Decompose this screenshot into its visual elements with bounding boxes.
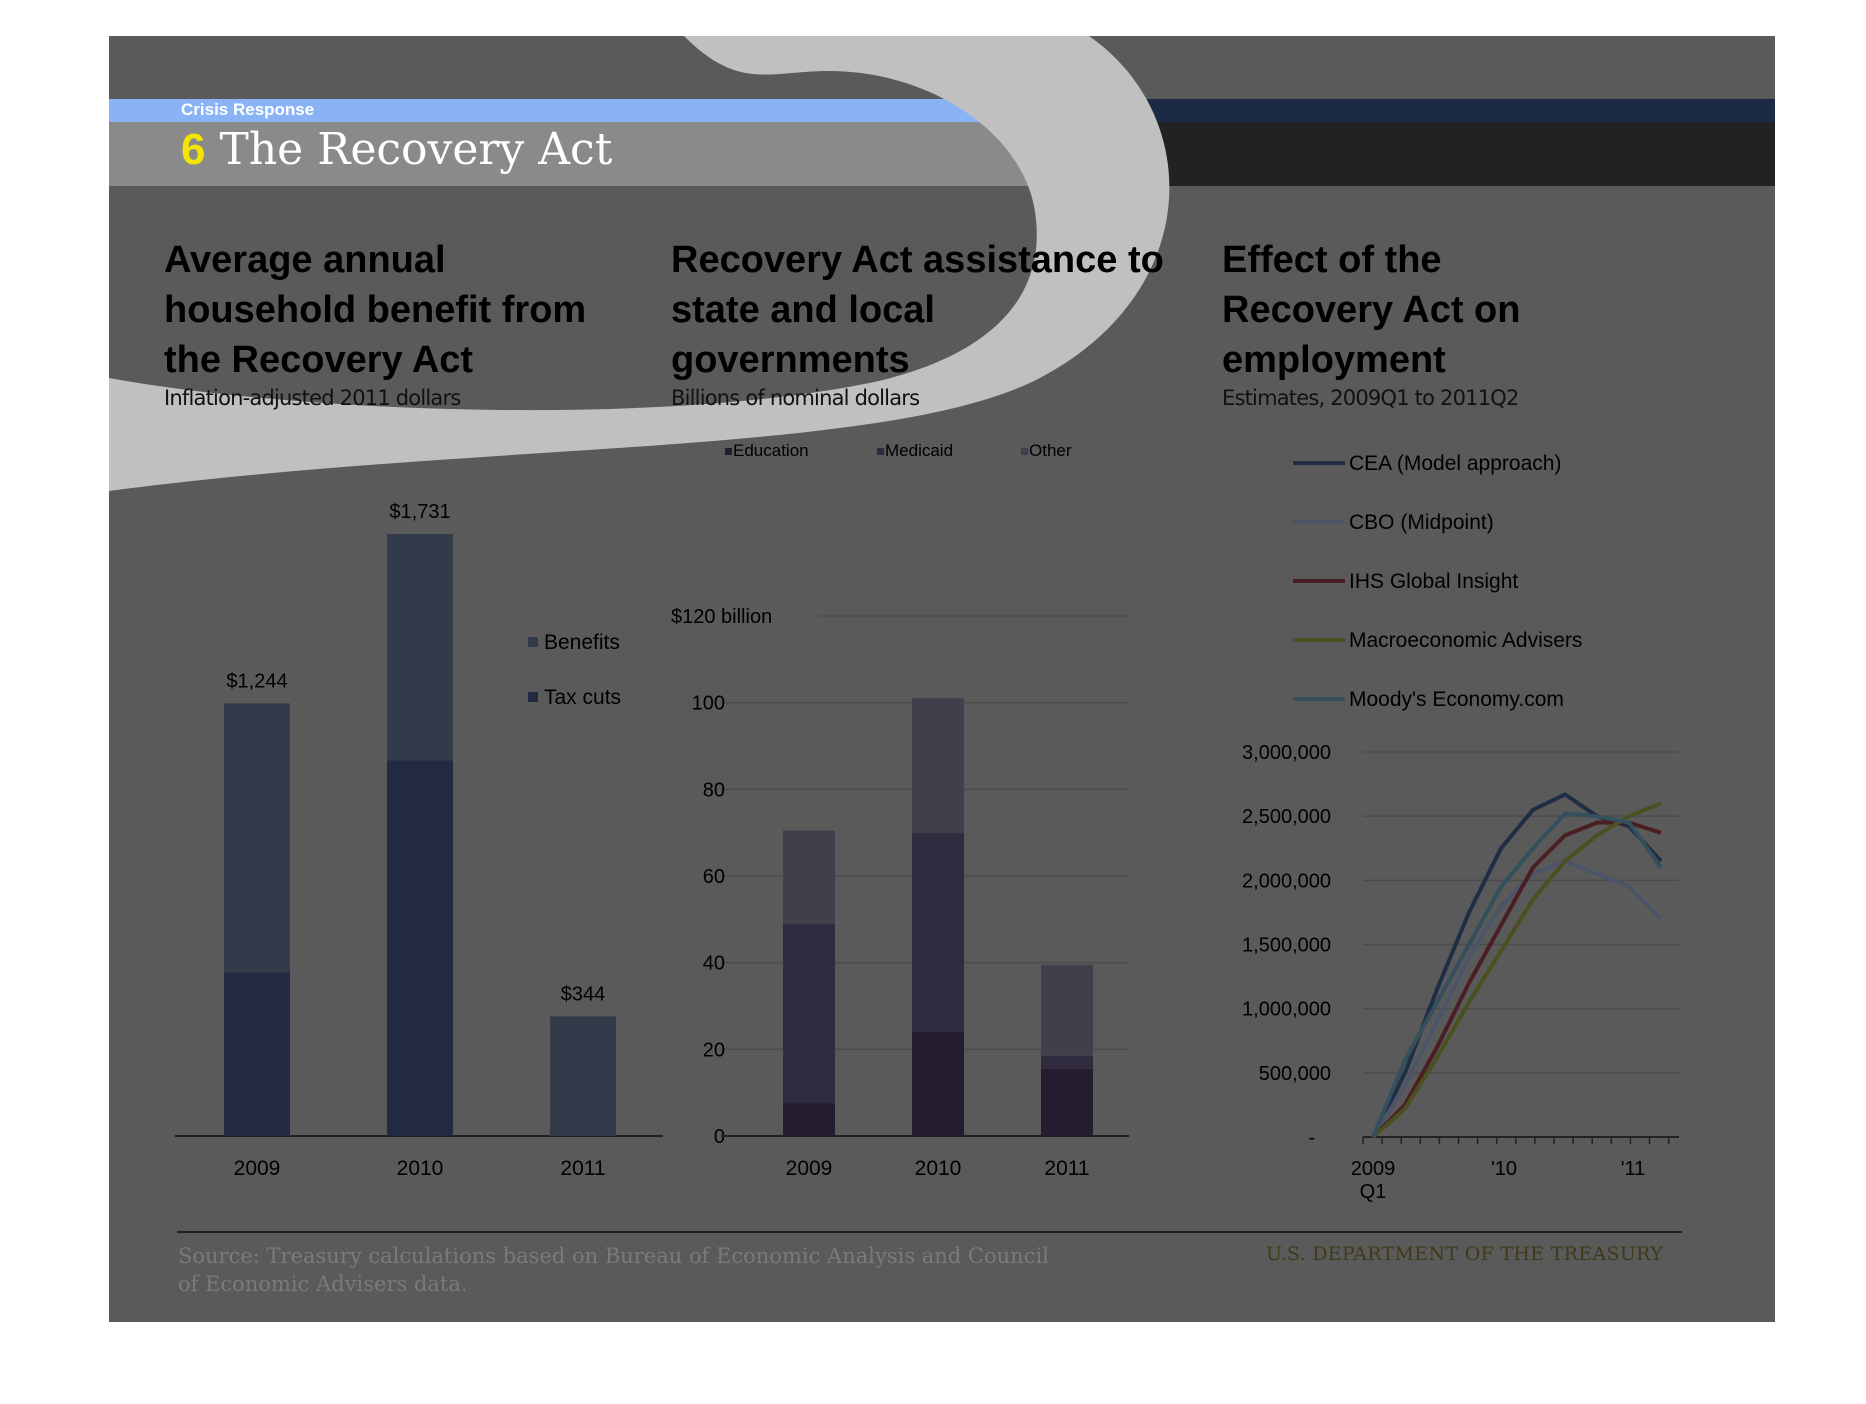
c2-x-tick-2009: 2009: [786, 1157, 833, 1180]
c3-legend-label-macroeconomic-advisers: Macroeconomic Advisers: [1349, 629, 1582, 652]
decorative-swoosh: [109, 36, 1170, 491]
c2-y-tick-0: 0: [714, 1126, 725, 1148]
c2-y-tick-100: 100: [692, 693, 725, 715]
c1-bar-benefits-2011: [550, 1016, 616, 1136]
c1-legend-swatch-benefits: [528, 637, 538, 647]
c1-x-tick-2010: 2010: [397, 1157, 444, 1180]
c2-bar-medicaid-2011: [1041, 1055, 1093, 1069]
c1-bar-benefits-2009: [224, 703, 290, 973]
c1-bar-benefits-2010: [387, 534, 453, 761]
c3-legend-label-ihs-global-insight: IHS Global Insight: [1349, 570, 1518, 593]
c3-y-tick-1: 500,000: [1259, 1063, 1331, 1085]
panel-title-household-benefit: Average annual household benefit from th…: [164, 239, 587, 381]
c3-y-tick-3: 1,500,000: [1242, 935, 1331, 957]
c3-line-macroeconomic-advisers: [1371, 801, 1662, 1139]
c3-y-tick-6: 3,000,000: [1242, 742, 1331, 764]
c2-bar-education-2011: [1041, 1068, 1093, 1136]
c3-legend-label-cbo-midpoint: CBO (Midpoint): [1349, 511, 1494, 534]
c2-y-tick-60: 60: [703, 866, 725, 888]
c2-bar-medicaid-2010: [912, 832, 964, 1032]
charts-layer: $1,244 2009 $1,731 2010 $344 2011 Benefits Tax …: [175, 441, 1679, 1203]
c3-legend-label-cea-model-approach: CEA (Model approach): [1349, 452, 1561, 475]
panel-subtitle-state-local-assistance: Billions of nominal dollars: [671, 386, 920, 410]
c2-bar-other-2011: [1041, 964, 1093, 1056]
c3-legend-label-moody-s-economy-com: Moody's Economy.com: [1349, 688, 1564, 711]
c1-bar-tax-cuts-2010: [387, 760, 453, 1136]
slide-title: 6 The Recovery Act: [181, 124, 612, 175]
c1-x-tick-2009: 2009: [234, 1157, 281, 1180]
panel-title-state-local-assistance: Recovery Act assistance to state and loc…: [671, 239, 1164, 381]
c3-line-cbo-midpoint: [1371, 859, 1663, 1139]
c1-bar-tax-cuts-2009: [224, 972, 290, 1136]
c3-y-tick-2: 1,000,000: [1242, 999, 1331, 1021]
c3-line-moody-s-economy-com: [1371, 811, 1663, 1138]
c3-x-tick-label-3: '11: [1621, 1158, 1646, 1180]
c2-bar-other-2009: [783, 830, 835, 924]
c3-x-tick-label-2: '10: [1491, 1158, 1517, 1180]
c1-data-label-2011: $344: [561, 983, 606, 1005]
c1-x-tick-2011: 2011: [560, 1157, 605, 1180]
c3-x-tick-label-1: Q1: [1360, 1181, 1387, 1203]
c2-y-tick-40: 40: [703, 953, 725, 975]
c1-data-label-2010: $1,731: [389, 501, 450, 523]
c3-y-tick-5: 2,500,000: [1242, 806, 1331, 828]
c2-y-tick-120: $120 billion: [671, 606, 772, 628]
c1-legend-label-benefits: Benefits: [544, 631, 620, 654]
c2-bar-medicaid-2009: [783, 923, 835, 1104]
c3-line-ihs-global-insight: [1371, 820, 1662, 1139]
c2-legend-swatch-other: [1021, 448, 1028, 455]
org-name: U.S. DEPARTMENT OF THE TREASURY: [1266, 1243, 1664, 1265]
slide-title-text: The Recovery Act: [219, 124, 613, 175]
c2-bar-education-2010: [912, 1032, 964, 1136]
c2-x-tick-2011: 2011: [1044, 1157, 1089, 1180]
c3-x-tick-label-0: 2009: [1351, 1158, 1396, 1180]
c2-legend-label-medicaid: Medicaid: [885, 441, 953, 460]
footer-rule-layer: [177, 1231, 1682, 1233]
c3-y-tick-0: -: [1308, 1127, 1315, 1149]
slide-number: 6: [181, 125, 206, 174]
c2-legend-swatch-education: [725, 448, 732, 455]
c2-legend-label-education: Education: [733, 441, 809, 460]
c1-legend-label-tax-cuts: Tax cuts: [544, 686, 621, 709]
c2-bar-other-2010: [912, 698, 964, 833]
c2-legend-swatch-medicaid: [877, 448, 884, 455]
panel-subtitle-employment-effect: Estimates, 2009Q1 to 2011Q2: [1222, 386, 1519, 410]
c1-data-label-2009: $1,244: [226, 670, 287, 692]
c2-y-tick-80: 80: [703, 779, 725, 801]
c2-y-tick-20: 20: [703, 1039, 725, 1061]
panel-title-employment-effect: Effect of the Recovery Act on employment: [1222, 239, 1521, 381]
section-label: Crisis Response: [181, 100, 315, 119]
slide: Crisis Response 6 The Recovery Act Avera…: [109, 36, 1775, 1322]
source-note: Source: Treasury calculations based on B…: [178, 1244, 1049, 1296]
c2-x-tick-2010: 2010: [915, 1157, 962, 1180]
c2-bar-education-2009: [783, 1103, 835, 1136]
c2-legend-label-other: Other: [1029, 441, 1072, 460]
c3-y-tick-4: 2,000,000: [1242, 870, 1331, 892]
c1-legend-swatch-tax-cuts: [528, 692, 538, 702]
panel-subtitle-household-benefit: Inflation-adjusted 2011 dollars: [164, 386, 461, 410]
